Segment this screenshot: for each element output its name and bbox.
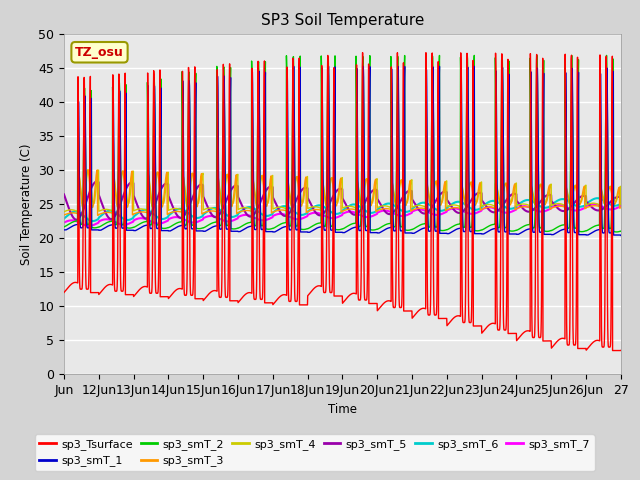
sp3_Tsurface <box>510 331 518 336</box>
sp3_smT_3 <box>511 182 518 188</box>
sp3_smT_4 <box>84 167 92 173</box>
sp3_smT_4 <box>617 202 625 207</box>
sp3_smT_7 <box>60 220 68 226</box>
sp3_Tsurface <box>542 338 550 344</box>
sp3_smT_4 <box>542 199 550 205</box>
sp3_smT_6 <box>236 209 244 215</box>
sp3_smT_2 <box>609 71 617 77</box>
sp3_smT_2 <box>617 228 625 234</box>
sp3_smT_3 <box>94 213 102 218</box>
sp3_smT_5 <box>609 196 617 202</box>
sp3_smT_2 <box>541 228 549 234</box>
Line: sp3_smT_1: sp3_smT_1 <box>64 66 621 235</box>
sp3_smT_7 <box>609 206 617 212</box>
sp3_smT_7 <box>617 202 625 208</box>
Line: sp3_smT_6: sp3_smT_6 <box>64 198 621 221</box>
sp3_smT_1 <box>376 229 384 235</box>
sp3_smT_7 <box>376 209 384 215</box>
sp3_smT_5 <box>72 217 80 223</box>
sp3_smT_2 <box>236 225 244 230</box>
sp3_smT_1 <box>236 229 244 235</box>
sp3_smT_7 <box>589 201 597 207</box>
sp3_smT_5 <box>93 179 100 184</box>
sp3_smT_4 <box>376 204 384 209</box>
sp3_smT_4 <box>609 192 617 197</box>
sp3_Tsurface <box>60 289 68 295</box>
sp3_smT_5 <box>511 191 518 197</box>
sp3_smT_2 <box>603 52 611 58</box>
sp3_smT_6 <box>60 216 68 221</box>
sp3_smT_6 <box>594 195 602 201</box>
Title: SP3 Soil Temperature: SP3 Soil Temperature <box>260 13 424 28</box>
sp3_smT_1 <box>609 89 617 95</box>
sp3_smT_2 <box>60 224 68 230</box>
sp3_smT_1 <box>60 227 68 233</box>
sp3_smT_7 <box>85 223 93 228</box>
Text: TZ_osu: TZ_osu <box>75 46 124 59</box>
sp3_smT_7 <box>116 221 124 227</box>
sp3_smT_5 <box>60 192 68 197</box>
sp3_smT_2 <box>510 228 518 234</box>
sp3_smT_7 <box>236 213 244 219</box>
sp3_Tsurface <box>376 305 384 311</box>
sp3_smT_3 <box>236 209 244 215</box>
Line: sp3_Tsurface: sp3_Tsurface <box>64 53 621 350</box>
sp3_Tsurface <box>617 348 625 353</box>
sp3_smT_5 <box>116 202 124 207</box>
sp3_smT_7 <box>542 208 550 214</box>
sp3_smT_6 <box>617 200 625 205</box>
Line: sp3_smT_2: sp3_smT_2 <box>64 55 621 232</box>
sp3_smT_3 <box>542 200 550 206</box>
sp3_smT_5 <box>617 199 625 205</box>
sp3_smT_6 <box>376 205 384 211</box>
Line: sp3_smT_4: sp3_smT_4 <box>64 170 621 212</box>
Line: sp3_smT_5: sp3_smT_5 <box>64 181 621 220</box>
Line: sp3_smT_7: sp3_smT_7 <box>64 204 621 226</box>
sp3_smT_4 <box>236 206 244 212</box>
sp3_smT_1 <box>510 231 518 237</box>
sp3_smT_7 <box>510 208 518 214</box>
X-axis label: Time: Time <box>328 403 357 416</box>
sp3_Tsurface <box>236 298 244 303</box>
sp3_smT_3 <box>376 207 384 213</box>
sp3_smT_2 <box>376 225 383 231</box>
sp3_smT_6 <box>510 205 518 211</box>
sp3_smT_1 <box>116 88 124 94</box>
sp3_smT_6 <box>116 213 124 219</box>
sp3_smT_2 <box>612 229 620 235</box>
Y-axis label: Soil Temperature (C): Soil Temperature (C) <box>20 143 33 265</box>
sp3_smT_1 <box>617 232 625 238</box>
sp3_smT_4 <box>60 209 68 215</box>
sp3_smT_1 <box>290 63 298 69</box>
sp3_smT_5 <box>542 193 550 199</box>
sp3_Tsurface <box>116 141 124 147</box>
sp3_smT_3 <box>617 204 625 210</box>
sp3_smT_3 <box>60 212 68 218</box>
sp3_Tsurface <box>609 348 616 353</box>
sp3_smT_6 <box>542 205 550 211</box>
sp3_smT_4 <box>510 188 518 193</box>
sp3_smT_3 <box>609 199 617 204</box>
sp3_smT_2 <box>116 86 124 92</box>
sp3_smT_4 <box>116 192 124 197</box>
sp3_Tsurface <box>359 50 367 56</box>
sp3_smT_5 <box>376 201 384 207</box>
sp3_smT_6 <box>89 218 97 224</box>
Line: sp3_smT_3: sp3_smT_3 <box>64 170 621 216</box>
sp3_Tsurface <box>609 348 617 353</box>
sp3_smT_5 <box>236 199 244 205</box>
sp3_smT_1 <box>542 231 550 237</box>
sp3_smT_3 <box>116 186 124 192</box>
sp3_smT_3 <box>84 167 92 173</box>
Legend: sp3_Tsurface, sp3_smT_1, sp3_smT_2, sp3_smT_3, sp3_smT_4, sp3_smT_5, sp3_smT_6, : sp3_Tsurface, sp3_smT_1, sp3_smT_2, sp3_… <box>35 434 595 471</box>
sp3_smT_6 <box>609 203 617 208</box>
